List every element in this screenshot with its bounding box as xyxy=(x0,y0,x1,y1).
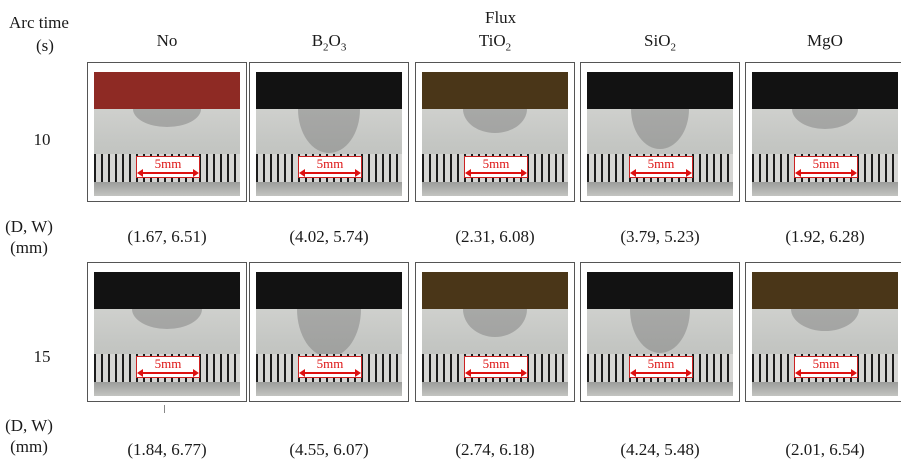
weld-cross-section-photo: 5mm xyxy=(752,72,898,196)
scale-bar: 5mm xyxy=(298,156,362,178)
scale-arrow-icon xyxy=(299,369,361,377)
weld-cross-section-photo: 5mm xyxy=(256,72,402,196)
flux-background-band xyxy=(752,72,898,109)
ruler-base xyxy=(94,182,240,196)
flux-background-band xyxy=(752,272,898,309)
measurement-10-tio2: (2.31, 6.08) xyxy=(455,227,535,246)
flux-label: Flux xyxy=(485,8,517,27)
scale-arrow-icon xyxy=(795,369,857,377)
weld-cross-section-photo: 5mm xyxy=(587,72,733,196)
scale-bar-label: 5mm xyxy=(647,156,675,171)
scale-bar-label: 5mm xyxy=(316,356,344,371)
measurement-15-mgo: (2.01, 6.54) xyxy=(785,440,865,459)
scale-bar-label: 5mm xyxy=(316,156,344,171)
flux-background-band xyxy=(587,272,733,309)
scale-arrow-icon xyxy=(795,169,857,177)
row-time-10: 10 xyxy=(33,130,51,149)
scale-bar-label: 5mm xyxy=(482,156,510,171)
scale-arrow-icon xyxy=(465,369,527,377)
weld-bead xyxy=(133,109,201,127)
measurement-15-no: (1.84, 6.77) xyxy=(127,440,207,459)
ruler-base xyxy=(587,182,733,196)
ruler-base xyxy=(587,382,733,396)
ruler-base xyxy=(256,182,402,196)
scale-bar: 5mm xyxy=(794,156,858,178)
flux-background-band xyxy=(587,72,733,109)
weld-cross-section-photo: 5mm xyxy=(94,272,240,396)
scale-arrow-icon xyxy=(630,169,692,177)
scale-bar-label: 5mm xyxy=(812,356,840,371)
scale-arrow-icon xyxy=(137,369,199,377)
small-tick-mark xyxy=(164,405,165,413)
ruler-base xyxy=(752,382,898,396)
measurement-10-mgo: (1.92, 6.28) xyxy=(785,227,865,246)
measurement-15-b2o3: (4.55, 6.07) xyxy=(289,440,369,459)
macrograph-10s-sio2: 5mm xyxy=(580,62,740,202)
weld-cross-section-photo: 5mm xyxy=(422,272,568,396)
scale-bar-label: 5mm xyxy=(647,356,675,371)
scale-bar-label: 5mm xyxy=(154,156,182,171)
row-time-15: 15 xyxy=(33,347,51,366)
scale-arrow-icon xyxy=(299,169,361,177)
column-header-no: No xyxy=(156,31,178,50)
scale-bar: 5mm xyxy=(298,356,362,378)
scale-arrow-icon xyxy=(630,369,692,377)
column-header-b2o3: B2O3 xyxy=(311,31,347,54)
dw-label-row1: (D, W) (mm) xyxy=(5,217,53,257)
flux-background-band xyxy=(256,72,402,109)
macrograph-15s-tio2: 5mm xyxy=(415,262,575,402)
column-header-tio2: TiO2 xyxy=(478,31,512,54)
measurement-15-tio2: (2.74, 6.18) xyxy=(455,440,535,459)
weld-bead xyxy=(792,109,858,129)
weld-bead xyxy=(791,309,859,331)
scale-bar-label: 5mm xyxy=(482,356,510,371)
scale-bar: 5mm xyxy=(136,156,200,178)
macrograph-10s-tio2: 5mm xyxy=(415,62,575,202)
scale-bar: 5mm xyxy=(464,156,528,178)
ruler-base xyxy=(752,182,898,196)
scale-arrow-icon xyxy=(137,169,199,177)
weld-cross-section-photo: 5mm xyxy=(422,72,568,196)
scale-bar: 5mm xyxy=(794,356,858,378)
ruler-base xyxy=(422,382,568,396)
macrograph-15s-no: 5mm xyxy=(87,262,247,402)
dw-label-row2: (D, W) (mm) xyxy=(5,416,53,456)
macrograph-10s-b2o3: 5mm xyxy=(249,62,409,202)
weld-cross-section-photo: 5mm xyxy=(752,272,898,396)
flux-background-band xyxy=(422,272,568,309)
weld-cross-section-photo: 5mm xyxy=(256,272,402,396)
measurement-15-sio2: (4.24, 5.48) xyxy=(620,440,700,459)
flux-background-band xyxy=(94,272,240,309)
ruler-base xyxy=(256,382,402,396)
column-header-mgo: MgO xyxy=(807,31,843,50)
flux-background-band xyxy=(94,72,240,109)
measurement-10-b2o3: (4.02, 5.74) xyxy=(289,227,369,246)
flux-background-band xyxy=(256,272,402,309)
macrograph-10s-mgo: 5mm xyxy=(745,62,901,202)
column-header-sio2: SiO2 xyxy=(644,31,676,54)
scale-bar: 5mm xyxy=(629,356,693,378)
weld-bead xyxy=(132,309,202,329)
measurement-10-no: (1.67, 6.51) xyxy=(127,227,207,246)
scale-bar: 5mm xyxy=(464,356,528,378)
scale-bar-label: 5mm xyxy=(154,356,182,371)
ruler-base xyxy=(422,182,568,196)
macrograph-10s-no: 5mm xyxy=(87,62,247,202)
scale-bar: 5mm xyxy=(629,156,693,178)
macrograph-15s-b2o3: 5mm xyxy=(249,262,409,402)
ruler-base xyxy=(94,382,240,396)
weld-cross-section-photo: 5mm xyxy=(587,272,733,396)
arc-time-label: Arc time xyxy=(9,13,69,32)
scale-bar: 5mm xyxy=(136,356,200,378)
measurement-10-sio2: (3.79, 5.23) xyxy=(620,227,700,246)
flux-background-band xyxy=(422,72,568,109)
macrograph-15s-mgo: 5mm xyxy=(745,262,901,402)
arc-time-unit: (s) xyxy=(36,36,54,55)
weld-cross-section-photo: 5mm xyxy=(94,72,240,196)
macrograph-15s-sio2: 5mm xyxy=(580,262,740,402)
scale-bar-label: 5mm xyxy=(812,156,840,171)
scale-arrow-icon xyxy=(465,169,527,177)
